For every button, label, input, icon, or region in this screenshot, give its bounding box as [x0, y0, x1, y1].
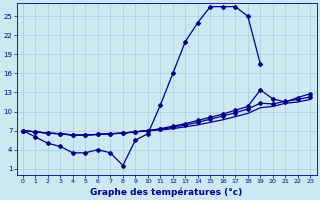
- X-axis label: Graphe des températures (°c): Graphe des températures (°c): [91, 187, 243, 197]
